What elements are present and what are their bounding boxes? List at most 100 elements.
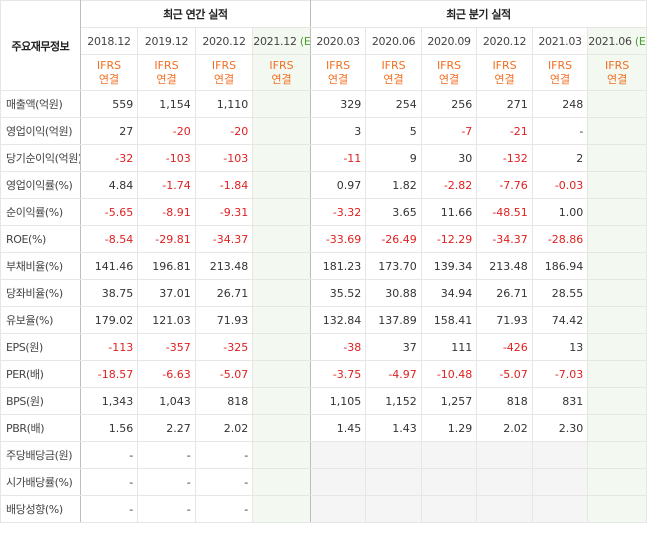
- value-cell: -: [79, 468, 139, 496]
- value-cell: [252, 279, 311, 307]
- period-header: 2021.03: [531, 27, 589, 55]
- value-cell: -34.37: [194, 225, 254, 253]
- value-cell: 2.27: [137, 414, 196, 442]
- ifrs-label: IFRS 연결: [194, 54, 254, 91]
- value-cell: -: [137, 495, 196, 523]
- value-cell: -: [79, 441, 139, 469]
- value-cell: [252, 252, 311, 280]
- value-cell: 111: [420, 333, 478, 361]
- ifrs-label: IFRS 연결: [587, 54, 647, 91]
- value-cell: [587, 495, 647, 523]
- value-cell: -2.82: [420, 171, 478, 199]
- row-label: 당좌비율(%): [0, 279, 81, 307]
- value-cell: -9.31: [194, 198, 254, 226]
- value-cell: [476, 441, 533, 469]
- estimate-mark: (E): [299, 34, 311, 48]
- period-header: 2018.12: [79, 27, 139, 55]
- row-label: 매출액(억원): [0, 90, 81, 118]
- value-cell: [587, 225, 647, 253]
- value-cell: -0.03: [531, 171, 589, 199]
- corner-header: 주요재무정보: [0, 0, 81, 91]
- value-cell: -: [194, 495, 254, 523]
- value-cell: 1.00: [531, 198, 589, 226]
- value-cell: 3.65: [365, 198, 422, 226]
- value-cell: [252, 414, 311, 442]
- value-cell: 248: [531, 90, 589, 118]
- value-cell: -132: [476, 144, 533, 172]
- value-cell: 2.02: [194, 414, 254, 442]
- value-cell: 26.71: [476, 279, 533, 307]
- value-cell: [365, 468, 422, 496]
- table-row: ROE(%) -8.54 -29.81 -34.37 -33.69 -26.49 -12.2…: [0, 225, 647, 253]
- value-cell: [476, 468, 533, 496]
- value-cell: [252, 306, 311, 334]
- value-cell: -3.32: [309, 198, 367, 226]
- value-cell: -10.48: [420, 360, 478, 388]
- value-cell: 121.03: [137, 306, 196, 334]
- value-cell: [252, 360, 311, 388]
- value-cell: 2.02: [476, 414, 533, 442]
- value-cell: 196.81: [137, 252, 196, 280]
- ifrs-label: IFRS 연결: [79, 54, 139, 91]
- value-cell: [309, 468, 367, 496]
- value-cell: 2: [531, 144, 589, 172]
- table-row: 부채비율(%) 141.46 196.81 213.48 181.23 173.70 139…: [0, 252, 647, 280]
- value-cell: -18.57: [79, 360, 139, 388]
- value-cell: -7.03: [531, 360, 589, 388]
- value-cell: 28.55: [531, 279, 589, 307]
- value-cell: -34.37: [476, 225, 533, 253]
- value-cell: 2.30: [531, 414, 589, 442]
- value-cell: 329: [309, 90, 367, 118]
- value-cell: 132.84: [309, 306, 367, 334]
- ifrs-label: IFRS 연결: [309, 54, 367, 91]
- period-header: 2020.06: [365, 27, 422, 55]
- ifrs-label: IFRS 연결: [137, 54, 196, 91]
- value-cell: 137.89: [365, 306, 422, 334]
- value-cell: 254: [365, 90, 422, 118]
- value-cell: [252, 468, 311, 496]
- value-cell: 26.71: [194, 279, 254, 307]
- value-cell: 4.84: [79, 171, 139, 199]
- value-cell: 1,043: [137, 387, 196, 415]
- table-row: 주당배당금(원) - - -: [0, 441, 647, 469]
- row-label: 영업이익률(%): [0, 171, 81, 199]
- value-cell: 71.93: [194, 306, 254, 334]
- annual-results-header: 최근 연간 실적: [79, 0, 311, 28]
- table-row: 배당성향(%) - - -: [0, 495, 647, 523]
- value-cell: [476, 495, 533, 523]
- value-cell: -33.69: [309, 225, 367, 253]
- value-cell: [531, 495, 589, 523]
- period-header: 2020.12: [194, 27, 254, 55]
- period-header: 2020.09: [420, 27, 478, 55]
- value-cell: [252, 495, 311, 523]
- value-cell: 1,110: [194, 90, 254, 118]
- table-row: 당기순이익(억원) -32 -103 -103 -11 9 30 -132 2: [0, 144, 647, 172]
- value-cell: [252, 171, 311, 199]
- table-row: 매출액(억원) 559 1,154 1,110 329 254 256 271 248: [0, 90, 647, 118]
- value-cell: [587, 468, 647, 496]
- value-cell: -103: [137, 144, 196, 172]
- value-cell: [587, 117, 647, 145]
- value-cell: 818: [476, 387, 533, 415]
- value-cell: [587, 198, 647, 226]
- value-cell: 139.34: [420, 252, 478, 280]
- value-cell: -: [194, 441, 254, 469]
- value-cell: 1,257: [420, 387, 478, 415]
- value-cell: 5: [365, 117, 422, 145]
- value-cell: -48.51: [476, 198, 533, 226]
- row-label: 주당배당금(원): [0, 441, 81, 469]
- value-cell: 186.94: [531, 252, 589, 280]
- value-cell: [309, 441, 367, 469]
- period-header: 2021.12 (E): [252, 27, 311, 55]
- row-label: 배당성향(%): [0, 495, 81, 523]
- ifrs-label: IFRS 연결: [476, 54, 533, 91]
- period-header: 2020.03: [309, 27, 367, 55]
- value-cell: -38: [309, 333, 367, 361]
- value-cell: -8.54: [79, 225, 139, 253]
- value-cell: -20: [137, 117, 196, 145]
- table-row: PER(배) -18.57 -6.63 -5.07 -3.75 -4.97 -10.48 -5…: [0, 360, 647, 388]
- value-cell: [587, 360, 647, 388]
- value-cell: 37.01: [137, 279, 196, 307]
- value-cell: -29.81: [137, 225, 196, 253]
- value-cell: [587, 171, 647, 199]
